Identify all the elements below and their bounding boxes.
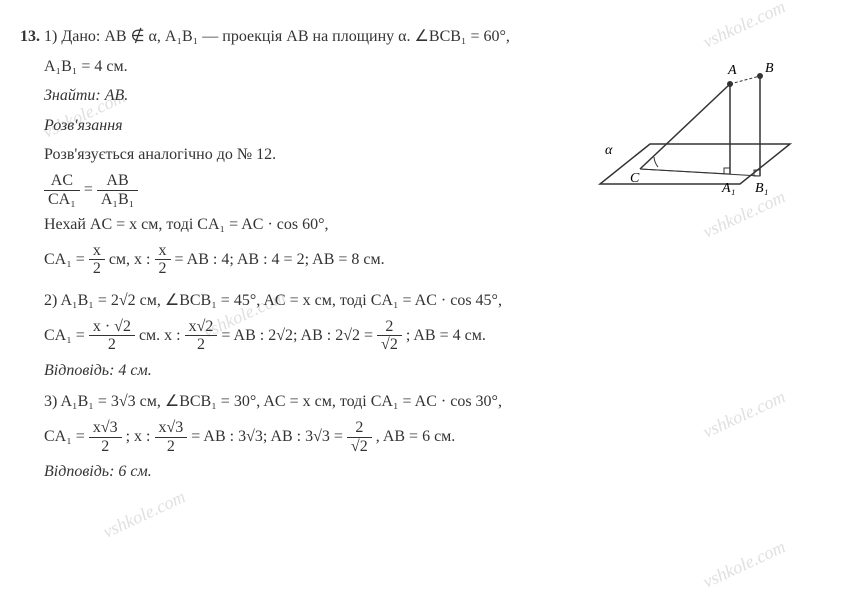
calc3-result: , AB = 6 см. — [376, 428, 456, 445]
label-B: B — [765, 61, 774, 76]
ratio-denominator-1: CA₁ — [44, 191, 80, 209]
calc2-num2: x√2 — [185, 318, 218, 337]
calc-line-1: CA₁ = x 2 см, x : x 2 = AB : 4; AB : 4 =… — [20, 242, 840, 278]
given-text-1: 1) Дано: AB ∉ α, A₁B₁ — проекція AB на п… — [44, 28, 510, 45]
part2-given: 2) A₁B₁ = 2√2 см, ∠BCB₁ = 45°, AC = x см… — [20, 288, 840, 314]
geometry-diagram: A B C A₁ B₁ α — [580, 54, 820, 204]
calc2-den1: 2 — [89, 336, 135, 354]
label-alpha: α — [605, 143, 613, 158]
calc1-den: 2 — [89, 260, 105, 278]
calc2-result: ; AB = 4 см. — [406, 326, 486, 343]
answer-2: Відповідь: 4 см. — [20, 358, 840, 384]
calc1-num: x — [89, 242, 105, 261]
calc2-den2: 2 — [185, 336, 218, 354]
calc1-result: = AB : 4; AB : 4 = 2; AB = 8 см. — [175, 251, 385, 268]
watermark: vshkole.com — [698, 533, 790, 596]
ratio-numerator-2: AB — [97, 172, 138, 191]
let-statement: Нехай AC = x см, тоді CA₁ = AC · cos 60°… — [20, 212, 840, 238]
calc3-num2: x√3 — [155, 419, 188, 438]
calc1-text: см, x : — [109, 251, 155, 268]
label-C: C — [630, 171, 640, 186]
label-A1: A₁ — [721, 181, 735, 196]
calc3-den1: 2 — [89, 438, 122, 456]
calc2-num3: 2 — [377, 318, 402, 337]
calc2-den3: √2 — [377, 336, 402, 354]
calc1-den2: 2 — [155, 260, 171, 278]
given-line-1: 13. 1) Дано: AB ∉ α, A₁B₁ — проекція AB … — [20, 24, 840, 50]
watermark: vshkole.com — [98, 483, 190, 546]
calc3-mid1: ; x : — [126, 428, 155, 445]
calc2-label: CA₁ = — [44, 326, 89, 343]
calc1-num2: x — [155, 242, 171, 261]
calc3-num3: 2 — [347, 419, 372, 438]
answer-3: Відповідь: 6 см. — [20, 459, 840, 485]
problem-number: 13. — [20, 28, 40, 45]
ratio-denominator-2: A₁B₁ — [97, 191, 138, 209]
calc3-num1: x√3 — [89, 419, 122, 438]
calc2-mid2: = AB : 2√2; AB : 2√2 = — [221, 326, 377, 343]
ratio-numerator-1: AC — [44, 172, 80, 191]
label-A: A — [727, 63, 737, 78]
label-B1: B₁ — [755, 181, 768, 196]
calc3-label: CA₁ = — [44, 428, 89, 445]
calc3-den3: √2 — [347, 438, 372, 456]
calc2-num1: x · √2 — [89, 318, 135, 337]
calc3-den2: 2 — [155, 438, 188, 456]
part3-given: 3) A₁B₁ = 3√3 см, ∠BCB₁ = 30°, AC = x см… — [20, 389, 840, 415]
calc2-mid1: см. x : — [139, 326, 185, 343]
calc-line-3: CA₁ = x√3 2 ; x : x√3 2 = AB : 3√3; AB :… — [20, 419, 840, 455]
calc3-mid2: = AB : 3√3; AB : 3√3 = — [191, 428, 347, 445]
calc-line-2: CA₁ = x · √2 2 см. x : x√2 2 = AB : 2√2;… — [20, 318, 840, 354]
